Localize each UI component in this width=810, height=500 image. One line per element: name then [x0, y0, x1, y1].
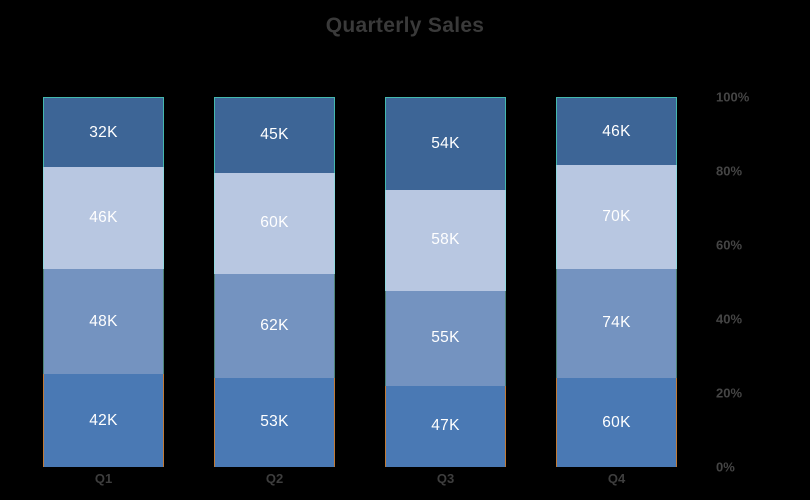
bar-segment-Q4-upper-middle[interactable]: 70K	[556, 165, 677, 269]
segment-value-label: 74K	[602, 314, 631, 332]
segment-value-label: 53K	[260, 413, 289, 431]
bar-segment-Q1-upper-middle[interactable]: 46K	[43, 167, 164, 269]
y-axis-tick-label-60pct: 60%	[716, 237, 743, 253]
bar-Q2: 45K 60K 62K 53K	[214, 97, 335, 467]
segment-value-label: 46K	[602, 122, 631, 140]
bar-segment-Q3-bottom[interactable]: 47K	[385, 385, 506, 467]
segment-value-label: 47K	[431, 417, 460, 435]
y-axis-tick-label-20pct: 20%	[716, 385, 743, 401]
x-axis-label-Q3: Q3	[436, 471, 455, 486]
x-axis-label-Q4: Q4	[607, 471, 626, 486]
y-axis-tick-label-80pct: 80%	[716, 163, 743, 179]
bar-segment-Q2-lower-middle[interactable]: 62K	[214, 273, 335, 378]
segment-value-label: 70K	[602, 207, 631, 225]
bar-Q4: 46K 70K 74K 60K	[556, 97, 677, 467]
segment-value-label: 62K	[260, 316, 289, 334]
bar-segment-Q2-top[interactable]: 45K	[214, 97, 335, 173]
bar-segment-Q4-bottom[interactable]: 60K	[556, 378, 677, 467]
segment-value-label: 45K	[260, 126, 289, 144]
x-axis-label-Q1: Q1	[94, 471, 113, 486]
y-axis-tick-label-40pct: 40%	[716, 311, 743, 327]
bar-Q1: 32K 46K 48K 42K	[43, 97, 164, 467]
bar-segment-Q1-bottom[interactable]: 42K	[43, 374, 164, 467]
y-axis-tick-label-0pct: 0%	[716, 459, 735, 475]
bar-Q3: 54K 58K 55K 47K	[385, 97, 506, 467]
chart-title: Quarterly Sales	[325, 14, 485, 37]
bar-segment-Q3-lower-middle[interactable]: 55K	[385, 290, 506, 386]
segment-value-label: 54K	[431, 135, 460, 153]
segment-value-label: 60K	[602, 413, 631, 431]
y-axis-tick-label-100pct: 100%	[716, 89, 750, 105]
x-axis-label-Q2: Q2	[265, 471, 284, 486]
bar-segment-Q2-bottom[interactable]: 53K	[214, 377, 335, 467]
segment-value-label: 46K	[89, 209, 118, 227]
bar-segment-Q4-lower-middle[interactable]: 74K	[556, 268, 677, 379]
segment-value-label: 55K	[431, 329, 460, 347]
bar-segment-Q2-upper-middle[interactable]: 60K	[214, 172, 335, 274]
bar-segment-Q4-top[interactable]: 46K	[556, 97, 677, 166]
bar-segment-Q1-top[interactable]: 32K	[43, 97, 164, 168]
bar-segment-Q1-lower-middle[interactable]: 48K	[43, 268, 164, 375]
segment-value-label: 48K	[89, 312, 118, 330]
bar-segment-Q3-upper-middle[interactable]: 58K	[385, 190, 506, 291]
segment-value-label: 58K	[431, 231, 460, 249]
segment-value-label: 42K	[89, 411, 118, 429]
bar-segment-Q3-top[interactable]: 54K	[385, 97, 506, 191]
segment-value-label: 60K	[260, 214, 289, 232]
segment-value-label: 32K	[89, 123, 118, 141]
